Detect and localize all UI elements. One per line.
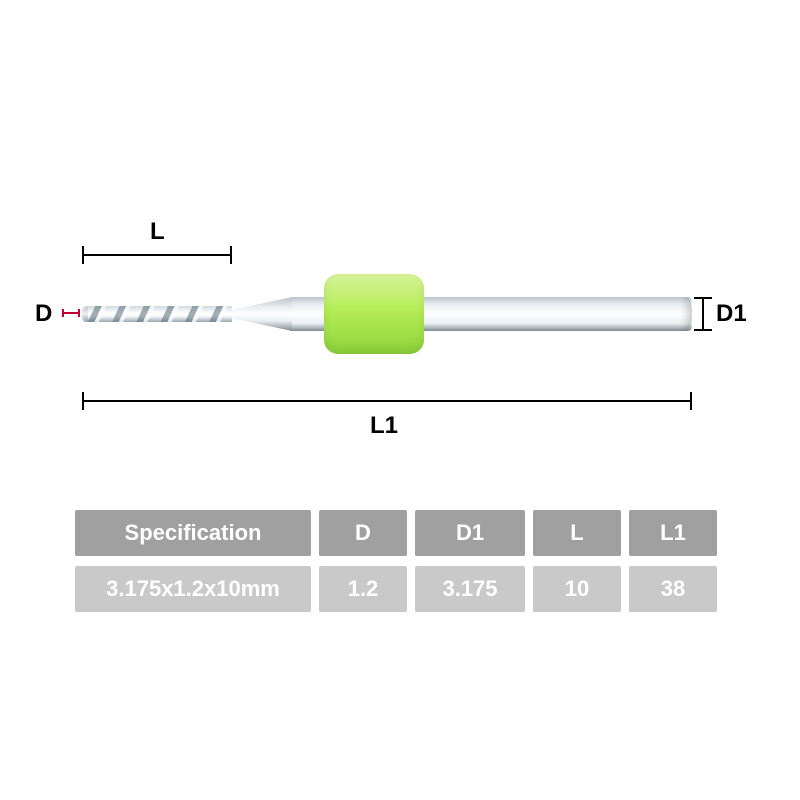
- dim-L1-label: L1: [370, 412, 398, 440]
- spec-table: Specification D D1 L L1 3.175x1.2x10mm 1…: [75, 510, 725, 622]
- bit-taper: [232, 297, 292, 331]
- dim-L-line: [82, 254, 232, 256]
- col-header-D1: D1: [415, 510, 525, 556]
- col-header-D: D: [319, 510, 407, 556]
- dim-D1-line: [702, 297, 704, 331]
- cell-D: 1.2: [319, 566, 407, 612]
- col-header-L: L: [533, 510, 621, 556]
- bit-flute-spiral: [82, 306, 232, 322]
- col-header-L1: L1: [629, 510, 717, 556]
- cell-L1: 38: [629, 566, 717, 612]
- drill-bit-diagram: D L L1 D1: [40, 200, 760, 460]
- cell-L: 10: [533, 566, 621, 612]
- dim-D-tick: [62, 312, 80, 314]
- dim-D1-label: D1: [716, 300, 747, 328]
- bit-depth-collar: [324, 274, 424, 354]
- drill-bit: [82, 296, 702, 332]
- dim-L-label: L: [150, 218, 165, 246]
- cell-D1: 3.175: [415, 566, 525, 612]
- spec-table-row: 3.175x1.2x10mm 1.2 3.175 10 38: [75, 566, 725, 612]
- bit-flute: [82, 306, 232, 322]
- spec-table-header: Specification D D1 L L1: [75, 510, 725, 556]
- dim-D-label: D: [35, 300, 52, 328]
- dim-L1-line: [82, 400, 692, 402]
- cell-spec: 3.175x1.2x10mm: [75, 566, 311, 612]
- col-header-spec: Specification: [75, 510, 311, 556]
- product-spec-diagram: D L L1 D1 Specification: [0, 0, 800, 800]
